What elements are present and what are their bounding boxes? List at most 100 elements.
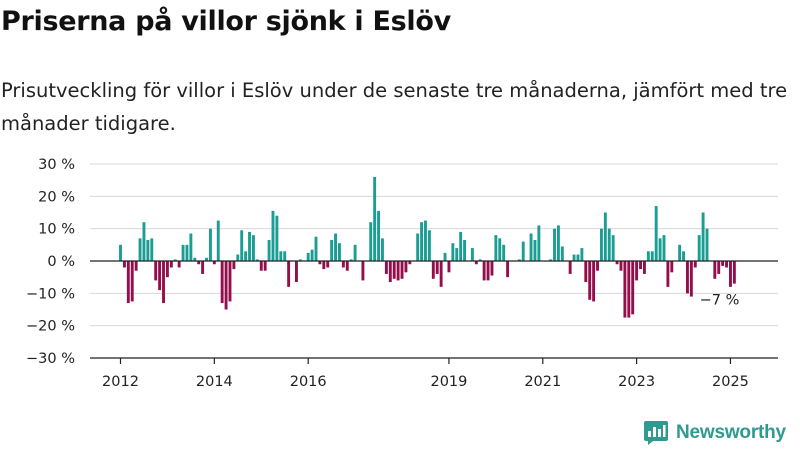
bar [729, 261, 732, 287]
bar [646, 251, 650, 261]
bar [177, 261, 181, 268]
bar [392, 261, 396, 279]
bar [197, 261, 201, 265]
chart-title: Priserna på villor sjönk i Eslöv [1, 6, 451, 37]
bar [361, 261, 365, 281]
bar [345, 261, 349, 271]
x-tick-label: 2025 [712, 374, 749, 390]
bar [232, 261, 236, 270]
bar [201, 261, 205, 274]
bar [443, 252, 447, 261]
axes: 30 % 20 % 10 % 0 % −10 % −20 % −30 % 2012 2014 20… [26, 157, 778, 390]
bar [369, 222, 373, 261]
bar [490, 261, 494, 276]
y-tick-label: 10 % [38, 222, 75, 238]
bar [216, 220, 220, 261]
newsworthy-logo[interactable]: Newsworthy [643, 418, 786, 448]
bar [639, 261, 642, 270]
bar [549, 259, 553, 261]
bar [470, 248, 474, 261]
bar [670, 261, 674, 273]
bar [693, 261, 697, 268]
bar [568, 261, 572, 274]
bar [654, 206, 658, 261]
bar [334, 233, 337, 261]
bar [338, 243, 341, 261]
bar [463, 239, 467, 261]
bar [556, 225, 560, 261]
bar [459, 231, 463, 261]
bar [686, 261, 689, 294]
bar [255, 259, 259, 261]
bar [416, 233, 420, 261]
bar [330, 239, 334, 261]
latest-value-annotation: −7 % [700, 293, 740, 309]
bar [451, 243, 455, 261]
x-tick-label: 2023 [618, 374, 655, 390]
bar [596, 261, 599, 271]
y-tick-label: 0 % [47, 254, 75, 270]
bar [142, 222, 146, 261]
bar [396, 261, 400, 281]
bar [298, 259, 302, 261]
bar [474, 261, 478, 265]
bar [427, 230, 431, 261]
bar [251, 235, 255, 261]
bar [592, 261, 596, 302]
bar [126, 261, 130, 304]
bar [701, 212, 705, 261]
y-tick-label: 30 % [38, 157, 75, 173]
bar [650, 251, 654, 261]
bar [588, 261, 592, 300]
bar [279, 251, 283, 261]
x-tick-label: 2021 [524, 374, 561, 390]
bar [377, 210, 381, 261]
bar [498, 238, 502, 261]
bar [408, 261, 412, 265]
bar [678, 244, 682, 261]
bar [537, 225, 541, 261]
bar [713, 261, 717, 279]
x-tick-label: 2019 [430, 374, 467, 390]
bar [119, 244, 122, 261]
bar [435, 261, 439, 274]
bar [705, 228, 709, 261]
y-tick-label: −10 % [26, 286, 75, 302]
bar [185, 244, 189, 261]
bar [193, 257, 197, 261]
y-tick-label: −20 % [26, 319, 75, 335]
bar [697, 235, 701, 261]
bar [482, 261, 486, 281]
bar [244, 251, 248, 261]
bar [666, 261, 670, 287]
bar [318, 261, 322, 265]
bar [146, 239, 150, 261]
bar [439, 261, 443, 287]
bar [259, 261, 263, 271]
bar [599, 228, 603, 261]
bar [162, 261, 165, 304]
bar [400, 261, 404, 279]
bar [248, 231, 251, 261]
bar [603, 212, 607, 261]
bar [642, 261, 646, 274]
bar [517, 259, 521, 261]
bar [721, 261, 725, 266]
x-tick-label: 2014 [196, 374, 233, 390]
bar [341, 261, 345, 268]
bar [275, 215, 279, 261]
bar [623, 261, 627, 318]
bar [506, 261, 510, 278]
bar [572, 254, 576, 261]
bar [662, 235, 666, 261]
bar [349, 259, 353, 261]
bar [295, 261, 298, 283]
bar [717, 261, 721, 274]
bar [553, 228, 556, 261]
bar [455, 248, 459, 261]
bar [521, 241, 525, 261]
bar [220, 261, 224, 304]
bar [689, 261, 693, 297]
bar [212, 261, 216, 265]
